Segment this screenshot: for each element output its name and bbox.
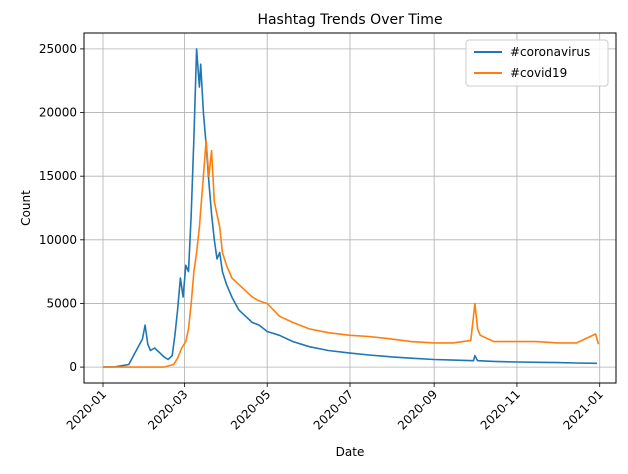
y-axis: 0 5000 10000 15000 20000 25000 bbox=[39, 42, 84, 374]
series-line-coronavirus bbox=[102, 48, 598, 368]
y-tick-label: 5000 bbox=[46, 296, 77, 310]
y-tick-label: 15000 bbox=[39, 169, 77, 183]
y-tick-label: 0 bbox=[69, 360, 77, 374]
chart-title: Hashtag Trends Over Time bbox=[257, 12, 442, 28]
grid bbox=[84, 33, 616, 383]
series-line-covid19 bbox=[103, 139, 600, 368]
legend-label: #coronavirus bbox=[510, 45, 590, 59]
y-tick-label: 10000 bbox=[39, 233, 77, 247]
y-tick-label: 25000 bbox=[39, 42, 77, 56]
y-axis-label: Count bbox=[19, 190, 33, 226]
series-lines bbox=[102, 48, 600, 368]
legend-label: #covid19 bbox=[510, 66, 567, 80]
y-tick-label: 20000 bbox=[39, 106, 77, 120]
x-axis-label: Date bbox=[336, 445, 365, 459]
legend: #coronavirus #covid19 bbox=[465, 39, 609, 87]
